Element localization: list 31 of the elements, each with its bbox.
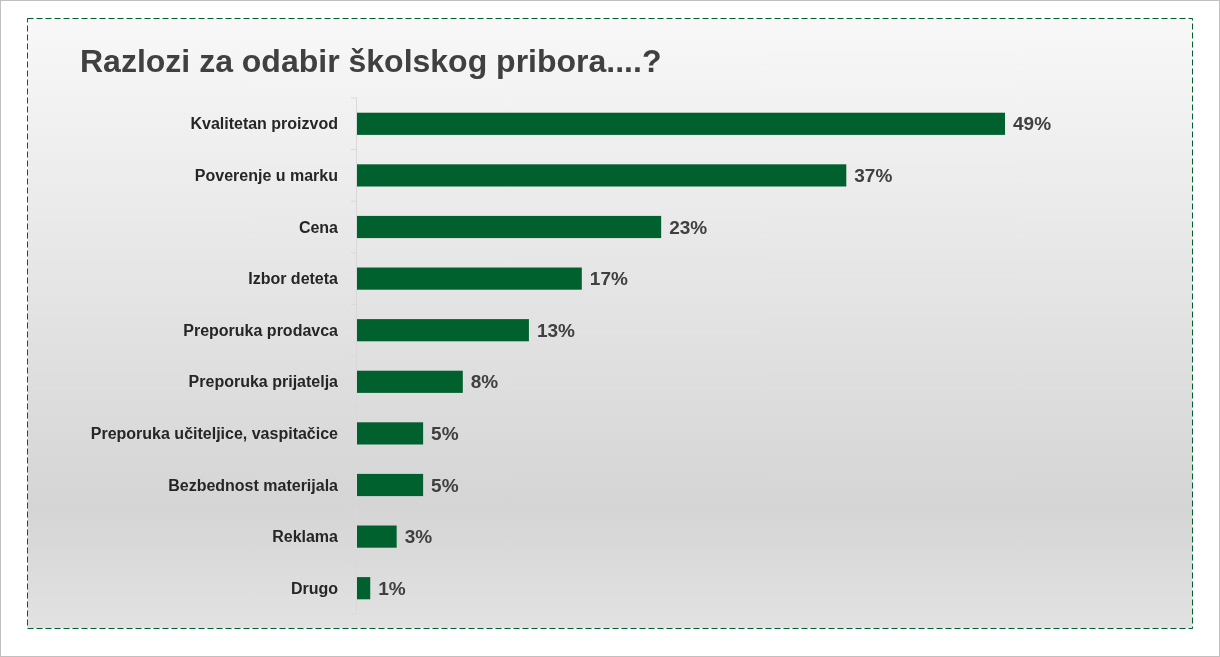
y-tick-label: Preporuka prodavca (183, 321, 339, 339)
bar (357, 267, 582, 290)
y-tick-label: Bezbednost materijala (168, 476, 339, 494)
bar (357, 164, 847, 187)
bar (357, 577, 371, 600)
y-tick-label: Preporuka prijatelja (188, 373, 339, 391)
data-label: 1% (378, 577, 406, 599)
bar (357, 473, 424, 497)
data-label: 8% (470, 371, 499, 393)
data-label: 5% (431, 422, 459, 444)
data-label: 17% (589, 268, 628, 290)
data-label: 3% (404, 526, 433, 548)
data-label: 49% (1013, 113, 1052, 135)
data-label: 37% (854, 164, 893, 186)
bar (357, 525, 397, 548)
y-tick-label: Drugo (290, 579, 339, 597)
y-tick-label: Cena (298, 218, 339, 236)
bar (357, 370, 463, 393)
y-tick-label: Preporuka učiteljice, vaspitačice (90, 424, 339, 442)
chart-title: Razlozi za odabir školskog pribora....? (80, 43, 662, 79)
y-tick-label: Kvalitetan proizvod (190, 115, 338, 133)
bar (357, 422, 424, 445)
bar (357, 215, 662, 239)
bar (357, 319, 529, 342)
data-label: 5% (431, 474, 459, 496)
y-tick-label: Reklama (272, 528, 339, 546)
data-label: 13% (536, 319, 576, 341)
y-tick-label: Poverenje u marku (194, 166, 338, 184)
y-tick-label: Izbor deteta (248, 270, 339, 288)
bar (357, 112, 1005, 135)
data-label: 23% (669, 216, 708, 238)
